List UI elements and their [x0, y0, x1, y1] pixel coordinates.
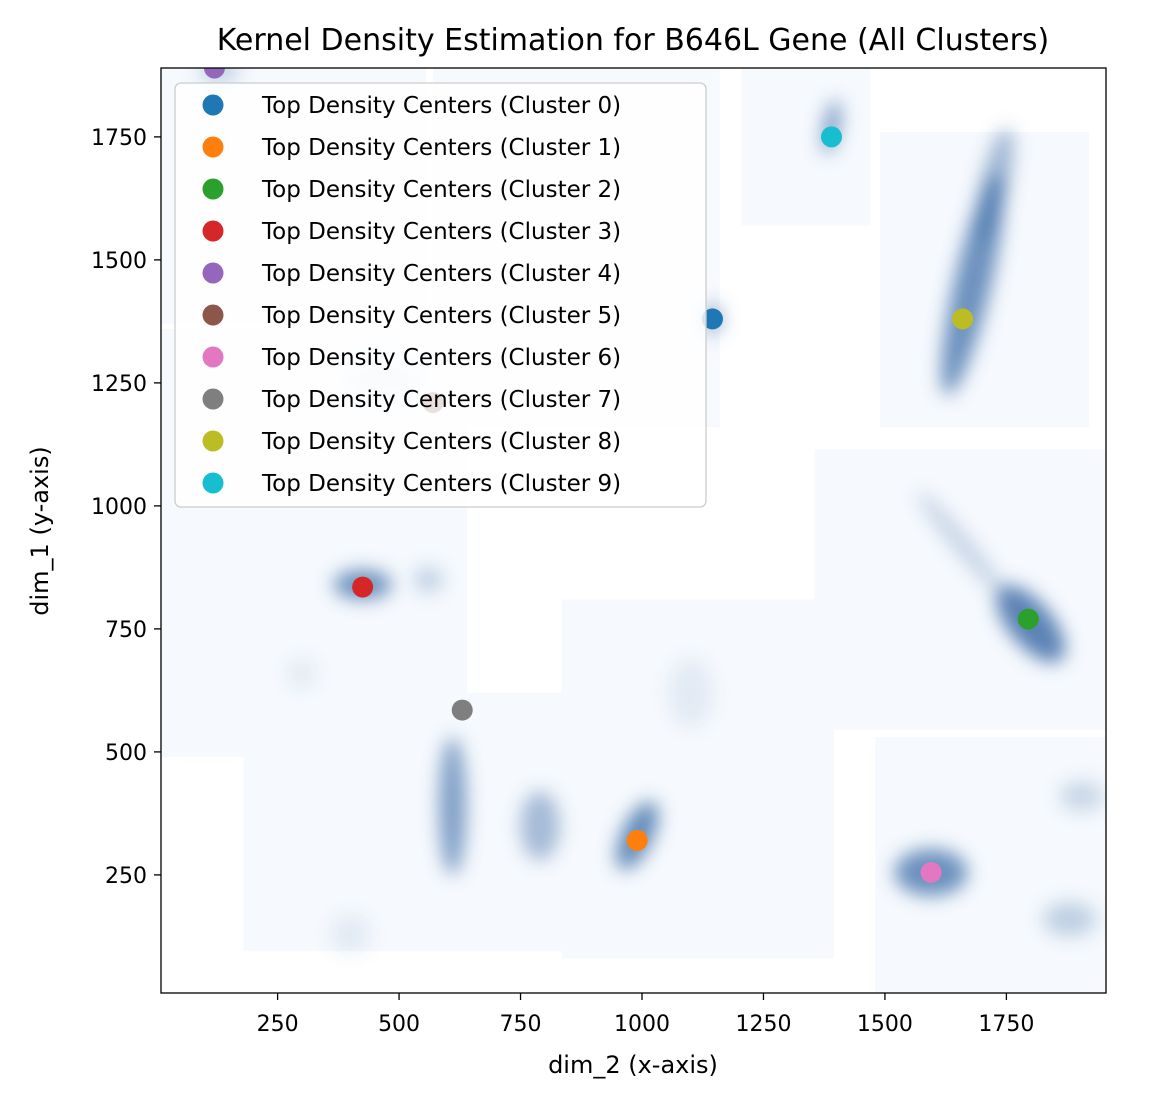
density-blob [1059, 781, 1104, 811]
y-tick-label: 250 [105, 864, 147, 889]
x-tick-label: 250 [257, 1012, 299, 1037]
legend-marker-cluster-6 [202, 346, 224, 368]
legend-marker-cluster-7 [202, 388, 224, 410]
x-tick-label: 500 [378, 1012, 420, 1037]
density-blob [331, 914, 370, 954]
legend-label-cluster-3: Top Density Centers (Cluster 3) [261, 219, 621, 245]
center-point-cluster-1 [626, 829, 648, 851]
legend-label-cluster-8: Top Density Centers (Cluster 8) [261, 429, 621, 455]
center-point-cluster-4 [203, 68, 225, 79]
y-axis-ticks: 250 500 750 1000 1250 1500 1750 [91, 126, 161, 889]
legend-marker-cluster-9 [202, 472, 224, 494]
density-panel-cluster-2 [814, 449, 1106, 730]
density-panel-cluster-9 [741, 68, 871, 226]
legend: Top Density Centers (Cluster 0) Top Densi… [174, 82, 707, 508]
x-tick-label: 1250 [735, 1012, 791, 1037]
y-tick-label: 750 [105, 618, 147, 643]
plot-frame [160, 67, 1107, 994]
x-tick-label: 1500 [857, 1012, 913, 1037]
y-tick-label: 1500 [91, 249, 147, 274]
legend-label-cluster-5: Top Density Centers (Cluster 5) [261, 303, 621, 329]
y-tick-label: 1250 [91, 372, 147, 397]
density-blobs [199, 68, 1104, 954]
density-blob [287, 658, 317, 688]
center-point-cluster-7 [451, 699, 473, 721]
legend-label-cluster-0: Top Density Centers (Cluster 0) [261, 93, 621, 119]
center-point-cluster-8 [952, 308, 974, 330]
density-blob [668, 658, 713, 728]
y-tick-label: 500 [105, 741, 147, 766]
legend-marker-cluster-0 [202, 94, 224, 116]
legend-marker-cluster-8 [202, 430, 224, 452]
legend-label-cluster-7: Top Density Centers (Cluster 7) [261, 387, 621, 413]
legend-box [174, 82, 707, 508]
legend-label-cluster-2: Top Density Centers (Cluster 2) [261, 177, 621, 203]
legend-marker-cluster-5 [202, 304, 224, 326]
center-point-cluster-9 [820, 126, 842, 148]
y-tick-label: 1000 [91, 495, 147, 520]
y-tick-label: 1750 [91, 126, 147, 151]
x-tick-label: 1750 [978, 1012, 1034, 1037]
x-tick-label: 1000 [614, 1012, 670, 1037]
density-blob [520, 791, 560, 861]
x-axis-label: dim_2 (x-axis) [548, 1051, 718, 1079]
legend-label-cluster-6: Top Density Centers (Cluster 6) [261, 345, 621, 371]
density-panel-cluster-1 [561, 599, 834, 959]
legend-marker-cluster-3 [202, 220, 224, 242]
legend-marker-cluster-4 [202, 262, 224, 284]
center-point-cluster-2 [1017, 608, 1039, 630]
legend-items: Top Density Centers (Cluster 0) Top Densi… [202, 93, 621, 497]
density-blob [975, 128, 1014, 244]
legend-marker-cluster-1 [202, 136, 224, 158]
density-blob [413, 567, 443, 593]
legend-label-cluster-1: Top Density Centers (Cluster 1) [261, 135, 621, 161]
legend-marker-cluster-2 [202, 178, 224, 200]
chart-title: Kernel Density Estimation for B646L Gene… [217, 23, 1050, 58]
y-axis-label: dim_1 (y-axis) [26, 446, 54, 615]
center-point-cluster-6 [920, 861, 942, 883]
x-axis-ticks: 250 500 750 1000 1250 1500 1750 [257, 993, 1034, 1037]
center-point-cluster-0 [701, 308, 723, 330]
density-panel-cluster-7 [243, 692, 562, 952]
center-point-cluster-3 [352, 576, 374, 598]
x-tick-label: 750 [500, 1012, 542, 1037]
density-blob [917, 492, 1008, 599]
legend-label-cluster-9: Top Density Centers (Cluster 9) [261, 471, 621, 497]
density-blob [438, 737, 467, 875]
density-blob [1042, 901, 1097, 937]
legend-label-cluster-4: Top Density Centers (Cluster 4) [261, 261, 621, 287]
